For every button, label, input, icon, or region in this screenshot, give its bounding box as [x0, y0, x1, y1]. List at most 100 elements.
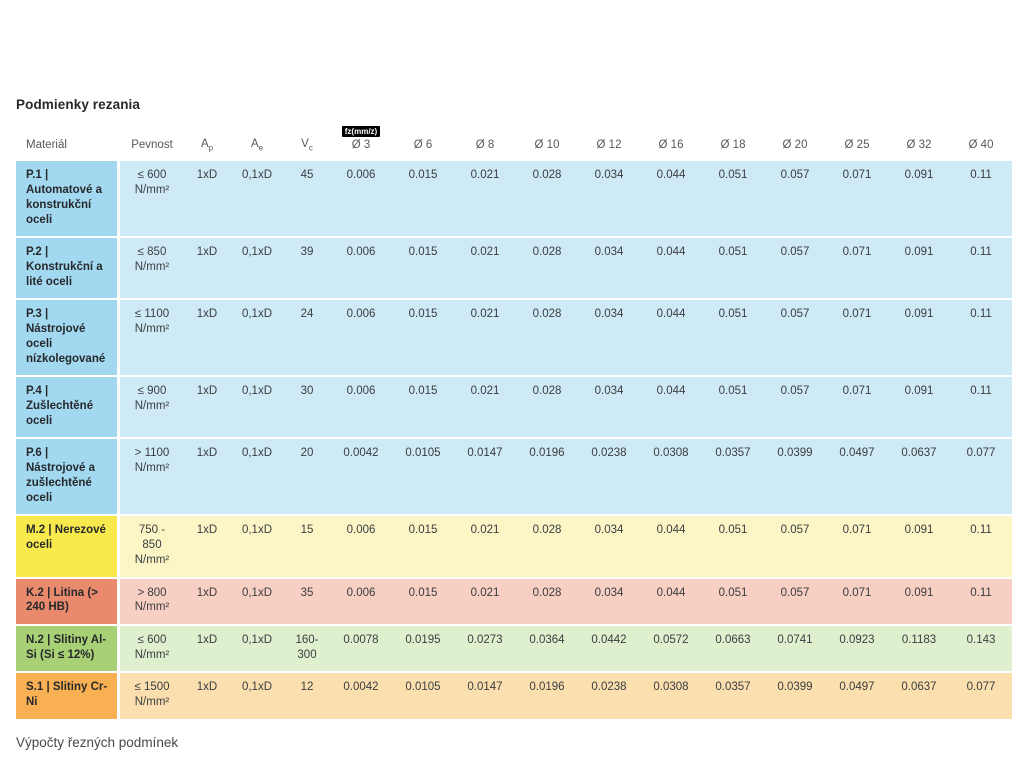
feed-cell-d10: 0.028: [516, 516, 578, 577]
feed-cell-d12: 0.0442: [578, 625, 640, 672]
vc-cell: 24: [284, 300, 330, 376]
feed-cell-d40: 0.11: [950, 161, 1012, 237]
pevnost-cell: ≤ 850 N/mm²: [120, 238, 184, 299]
ap-cell: 1xD: [184, 238, 230, 299]
ae-cell: 0,1xD: [230, 377, 284, 438]
pevnost-cell: > 800 N/mm²: [120, 578, 184, 624]
feed-cell-d8: 0.021: [454, 578, 516, 624]
feed-cell-d18: 0.051: [702, 377, 764, 438]
feed-cell-d12: 0.034: [578, 516, 640, 577]
feed-cell-d25: 0.071: [826, 238, 888, 299]
material-cell: P.2 | Konstrukční a lité oceli: [16, 238, 120, 299]
footer-text: Výpočty řezných podmínek: [16, 734, 179, 750]
column-header-40: Ø 40: [950, 126, 1012, 159]
pevnost-cell: 750 - 850 N/mm²: [120, 516, 184, 577]
column-header-label: A: [200, 137, 209, 150]
column-header-6: Ø 6: [392, 126, 454, 159]
column-header-vc: Vc: [284, 126, 330, 159]
feed-cell-d10: 0.0196: [516, 439, 578, 515]
feed-cell-d3: 0.0042: [330, 673, 392, 719]
feed-cell-d16: 0.0308: [640, 673, 702, 719]
feed-cell-d12: 0.0238: [578, 673, 640, 719]
feed-cell-d10: 0.028: [516, 377, 578, 438]
vc-cell: 20: [284, 439, 330, 515]
feed-cell-d20: 0.0399: [764, 673, 826, 719]
feed-cell-d18: 0.0663: [702, 625, 764, 672]
feed-cell-d40: 0.11: [950, 300, 1012, 376]
feed-cell-d6: 0.0105: [392, 439, 454, 515]
column-header-18: Ø 18: [702, 126, 764, 159]
feed-cell-d10: 0.0364: [516, 625, 578, 672]
pevnost-cell: ≤ 900 N/mm²: [120, 377, 184, 438]
column-header-subscript: e: [258, 143, 264, 153]
vc-cell: 35: [284, 578, 330, 624]
feed-cell-d6: 0.0105: [392, 673, 454, 719]
feed-cell-d8: 0.0147: [454, 673, 516, 719]
table-row: S.1 | Slitiny Cr-Ni ≤ 1500 N/mm² 1xD 0,1xD 1…: [16, 673, 1012, 719]
column-header-10: Ø 10: [516, 126, 578, 159]
feed-cell-d12: 0.034: [578, 377, 640, 438]
column-header-12: Ø 12: [578, 126, 640, 159]
column-header-label: Ø 25: [844, 139, 870, 152]
column-header-label: Ø 12: [596, 139, 622, 152]
feed-cell-d18: 0.051: [702, 238, 764, 299]
feed-cell-d25: 0.071: [826, 578, 888, 624]
column-header-subscript: c: [308, 143, 313, 153]
feed-cell-d40: 0.077: [950, 673, 1012, 719]
feed-cell-d18: 0.051: [702, 516, 764, 577]
feed-cell-d3: 0.006: [330, 161, 392, 237]
table-row: P.1 | Automatové a konstrukční oceli ≤ 60…: [16, 161, 1012, 237]
feed-cell-d32: 0.091: [888, 161, 950, 237]
table-row: N.2 | Slitiny Al-Si (Si ≤ 12%) ≤ 600 N/mm…: [16, 625, 1012, 672]
material-cell: P.6 | Nástrojové a zušlechtěné oceli: [16, 439, 120, 515]
feed-cell-d16: 0.0572: [640, 625, 702, 672]
column-header-ae: Ae: [230, 126, 284, 159]
feed-cell-d8: 0.0273: [454, 625, 516, 672]
ae-cell: 0,1xD: [230, 238, 284, 299]
ap-cell: 1xD: [184, 439, 230, 515]
feed-cell-d12: 0.034: [578, 300, 640, 376]
feed-cell-d3: 0.0042: [330, 439, 392, 515]
feed-cell-d8: 0.021: [454, 238, 516, 299]
column-header-ap: Ap: [184, 126, 230, 159]
pevnost-cell: ≤ 600 N/mm²: [120, 161, 184, 237]
feed-cell-d25: 0.0497: [826, 439, 888, 515]
feed-cell-d32: 0.091: [888, 578, 950, 624]
feed-cell-d25: 0.071: [826, 516, 888, 577]
feed-cell-d6: 0.015: [392, 238, 454, 299]
ap-cell: 1xD: [184, 578, 230, 624]
feed-cell-d10: 0.028: [516, 161, 578, 237]
feed-cell-d6: 0.015: [392, 161, 454, 237]
material-cell: P.4 | Zušlechtěné oceli: [16, 377, 120, 438]
column-header-label: Ø 16: [658, 139, 684, 152]
table-row: M.2 | Nerezové oceli 750 - 850 N/mm² 1xD 0,…: [16, 516, 1012, 577]
column-header-16: Ø 16: [640, 126, 702, 159]
column-header-material: Materiál: [16, 126, 120, 159]
column-header-label: Materiál: [26, 139, 67, 152]
column-header-8: Ø 8: [454, 126, 516, 159]
material-cell: S.1 | Slitiny Cr-Ni: [16, 673, 120, 719]
feed-cell-d6: 0.015: [392, 300, 454, 376]
column-header-20: Ø 20: [764, 126, 826, 159]
feed-cell-d18: 0.0357: [702, 673, 764, 719]
feed-cell-d16: 0.044: [640, 516, 702, 577]
feed-cell-d20: 0.057: [764, 300, 826, 376]
pevnost-cell: ≤ 1500 N/mm²: [120, 673, 184, 719]
feed-cell-d18: 0.051: [702, 161, 764, 237]
material-cell: N.2 | Slitiny Al-Si (Si ≤ 12%): [16, 625, 120, 672]
feed-cell-d16: 0.044: [640, 300, 702, 376]
feed-cell-d3: 0.006: [330, 516, 392, 577]
feed-cell-d32: 0.0637: [888, 439, 950, 515]
feed-cell-d16: 0.044: [640, 238, 702, 299]
feed-cell-d12: 0.034: [578, 578, 640, 624]
column-header-label: A: [250, 137, 259, 150]
feed-cell-d16: 0.044: [640, 578, 702, 624]
column-header-label: Ø 10: [534, 139, 560, 152]
feed-cell-d20: 0.057: [764, 578, 826, 624]
feed-cell-d32: 0.0637: [888, 673, 950, 719]
feed-cell-d32: 0.091: [888, 300, 950, 376]
feed-cell-d40: 0.077: [950, 439, 1012, 515]
material-cell: K.2 | Litina (> 240 HB): [16, 578, 120, 624]
pevnost-cell: > 1100 N/mm²: [120, 439, 184, 515]
